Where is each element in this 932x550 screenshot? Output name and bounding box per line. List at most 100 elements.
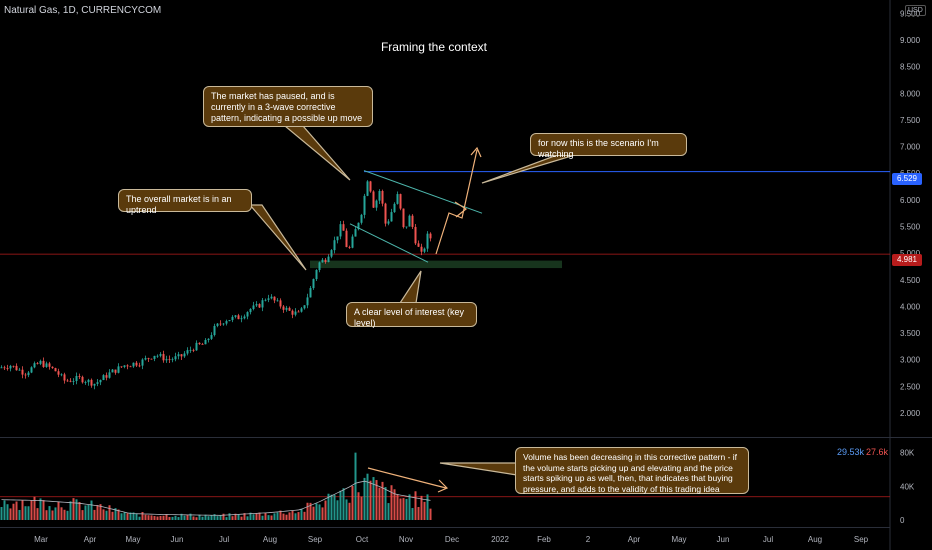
candle [102,375,105,380]
volume-bar [306,502,309,520]
candle [354,229,357,237]
volume-bar [363,477,366,520]
time-tick-label: Jul [219,535,229,544]
volume-pointer [439,462,518,476]
channel-lower-line[interactable] [349,223,429,263]
volume-bar [273,513,276,520]
candle [162,354,165,361]
currency-badge[interactable]: USD [905,5,926,16]
candle [267,298,270,300]
candle [318,262,321,271]
volume-bar [327,493,330,520]
candle [414,226,417,244]
candle [21,369,24,375]
candle [195,342,198,351]
candle [387,221,390,224]
volume-moving-average [1,480,431,516]
annotation-key-level[interactable]: A clear level of interest (key level) [346,302,477,328]
volume-bar [84,505,87,520]
volume-bar [231,516,234,520]
current-price-badge: 4.981 [892,254,922,266]
time-tick-label: Sep [308,535,323,544]
volume-bar [177,517,180,520]
candle [384,203,387,224]
candle [177,354,180,357]
annotation-scenario[interactable]: for now this is the scenario I'm watchin… [530,133,687,159]
price-tick-label: 8.500 [900,63,921,72]
volume-bar [303,511,306,520]
volume-bar [27,506,30,520]
volume-bar [378,487,381,520]
volume-bar [189,513,192,520]
time-tick-label: May [125,535,140,544]
chart-title: Framing the context [380,40,488,54]
volume-bar [267,515,270,520]
candle [429,233,432,239]
candle [3,367,6,369]
candle [132,362,135,367]
resistance-price-badge: 6.529 [892,173,922,185]
volume-bar [105,510,108,520]
candle [348,247,351,248]
candle [141,359,144,366]
candle [333,240,336,251]
volume-bar [99,504,102,520]
volume-bar [36,508,39,520]
volume-bar [78,502,81,520]
price-tick-label: 2.000 [900,409,921,418]
candle [207,338,210,340]
volume-decline-arrow[interactable] [367,467,447,489]
volume-bar [225,517,228,520]
volume-bar [102,509,105,520]
volume-bar [369,480,372,520]
key-level-zone[interactable] [310,260,562,269]
scenario-path[interactable] [435,149,478,255]
annotation-volume[interactable]: Volume has been decreasing in this corre… [515,447,749,494]
candle [408,215,411,227]
candle [258,304,261,308]
volume-bar [150,515,153,520]
volume-bar [3,500,6,520]
annotation-paused[interactable]: The market has paused, and is currently … [203,86,373,127]
candle [306,297,309,306]
candle [330,250,333,257]
candle [417,243,420,247]
candle [231,316,234,321]
volume-bar [183,515,186,520]
symbol-title[interactable]: Natural Gas, 1D, CURRENCYCOM [4,5,162,16]
candle [0,367,3,369]
volume-bar [144,514,147,520]
time-tick-label: Sep [854,535,869,544]
candle [273,296,276,301]
candle [183,353,186,357]
candle [36,363,39,364]
candle [186,350,189,354]
volume-bar [366,473,369,520]
volume-bar [282,513,285,520]
annotation-uptrend[interactable]: The overall market is in an uptrend [118,189,252,215]
volume-bar [42,500,45,520]
candle [288,307,291,311]
candle [219,323,222,325]
candle [246,312,249,317]
volume-bar [0,506,3,520]
volume-bar [45,510,48,520]
volume-bar [207,516,210,520]
candle [192,349,195,351]
volume-bar [297,512,300,520]
volume-bar [111,511,114,520]
volume-bar [54,507,57,520]
volume-bar [348,502,351,520]
volume-bar [426,494,429,520]
candle [303,305,306,309]
candle [111,369,114,373]
candle [156,355,159,357]
time-tick-label: Oct [356,535,369,544]
volume-bar [204,514,207,520]
candle [78,376,81,377]
candle [51,366,54,369]
volume-bar [381,481,384,520]
volume-bar [120,513,123,520]
volume-bar [405,498,408,520]
